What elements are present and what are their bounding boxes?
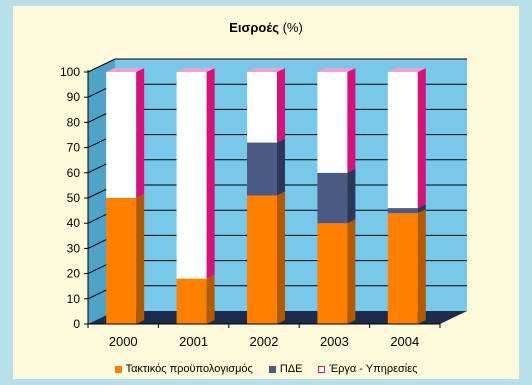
x-category-label: 2000 bbox=[109, 334, 138, 349]
bar-segment bbox=[247, 195, 277, 324]
bar-segment bbox=[317, 223, 348, 324]
bar-segment bbox=[247, 142, 277, 196]
bar-segment bbox=[176, 278, 207, 324]
legend-swatch bbox=[114, 365, 122, 373]
bar-segment-side bbox=[347, 168, 356, 224]
bar-segment-side bbox=[347, 219, 356, 324]
x-category-label: 2002 bbox=[250, 334, 279, 349]
y-tick-label: 10 bbox=[67, 292, 81, 306]
y-tick-label: 90 bbox=[67, 90, 81, 104]
bar-segment bbox=[317, 72, 348, 173]
bar-segment bbox=[106, 72, 137, 198]
bar-segment bbox=[247, 72, 277, 143]
bar-top bbox=[247, 68, 285, 72]
bar-segment-side bbox=[206, 68, 215, 279]
bar-top bbox=[317, 68, 356, 72]
x-category-label: 2003 bbox=[320, 334, 349, 349]
bar-segment-side bbox=[136, 194, 145, 324]
x-category-label: 2001 bbox=[179, 334, 208, 349]
legend-label: Έργα - Υπηρεσίες bbox=[329, 363, 418, 376]
y-tick-label: 30 bbox=[67, 241, 81, 255]
bar-segment bbox=[387, 213, 418, 324]
bar-top bbox=[387, 68, 426, 72]
bar-segment-side bbox=[417, 204, 426, 214]
bar-segment bbox=[106, 198, 137, 324]
bar-segment bbox=[176, 72, 207, 279]
legend-item: Έργα - Υπηρεσίες bbox=[318, 363, 417, 375]
y-tick-label: 100 bbox=[60, 65, 80, 79]
y-tick-label: 0 bbox=[73, 317, 80, 331]
y-tick-label: 40 bbox=[67, 216, 81, 230]
legend-label: Τακτικός προϋπολογισμός bbox=[125, 363, 253, 376]
bar-segment bbox=[317, 172, 348, 224]
legend: Τακτικός προϋπολογισμός ΠΔΕ Έργα - Υπηρεσί… bbox=[0, 363, 532, 375]
bar-segment-side bbox=[417, 209, 426, 324]
bar-segment bbox=[387, 72, 418, 209]
bar-segment-side bbox=[277, 191, 285, 324]
x-category-label: 2004 bbox=[390, 334, 419, 349]
bar-segment bbox=[387, 208, 418, 214]
y-tick-label: 70 bbox=[67, 141, 81, 155]
chart-title: Εισροές (%) bbox=[0, 20, 532, 35]
y-tick-label: 60 bbox=[67, 166, 81, 180]
bar-top bbox=[176, 68, 215, 72]
legend-item: Τακτικός προϋπολογισμός bbox=[114, 363, 253, 376]
bar-segment-side bbox=[206, 274, 215, 324]
y-tick-label: 20 bbox=[67, 267, 81, 281]
bar-segment-side bbox=[417, 68, 426, 209]
legend-swatch bbox=[318, 365, 326, 373]
bar-segment-side bbox=[277, 68, 285, 143]
chart-title-unit: (%) bbox=[282, 20, 303, 35]
legend-label: ΠΔΕ bbox=[279, 363, 303, 376]
chart-title-main: Εισροές bbox=[229, 20, 279, 35]
legend-item: ΠΔΕ bbox=[268, 363, 303, 376]
bar-segment-side bbox=[347, 68, 356, 173]
y-tick-label: 80 bbox=[67, 115, 81, 129]
gridline bbox=[87, 58, 467, 73]
y-tick-label: 50 bbox=[67, 191, 81, 205]
bar-segment-side bbox=[277, 138, 285, 196]
bar-segment-side bbox=[136, 68, 145, 198]
legend-swatch bbox=[268, 365, 276, 373]
bar-top bbox=[106, 68, 145, 72]
